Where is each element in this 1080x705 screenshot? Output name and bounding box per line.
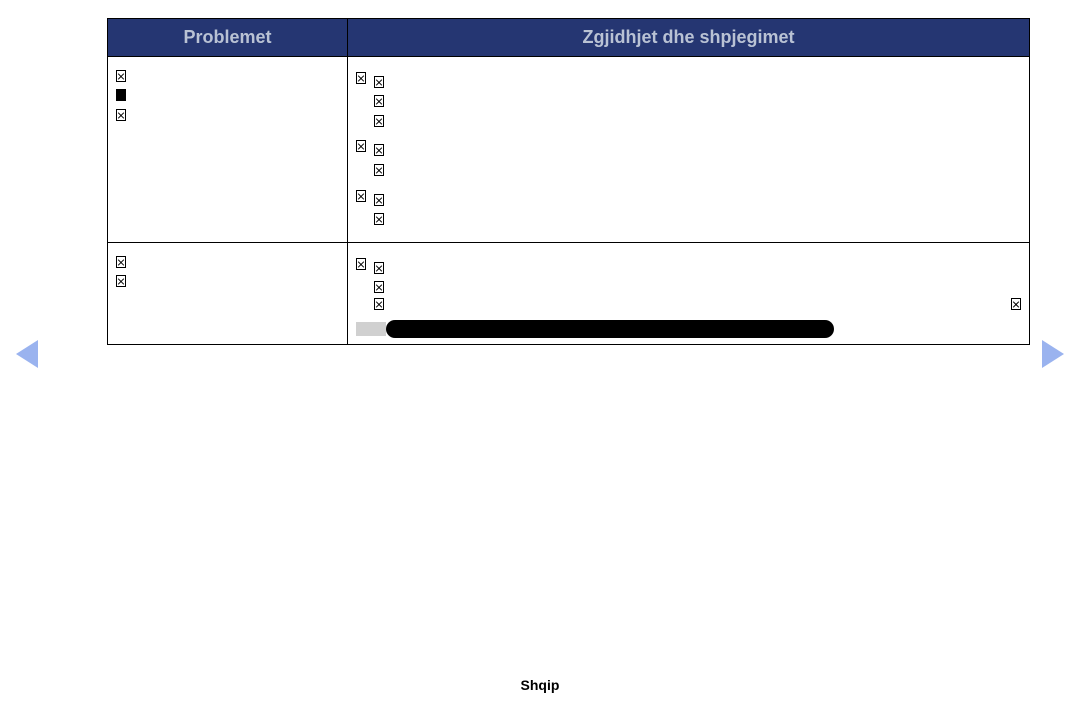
problem-cell [108, 243, 348, 345]
solution-cell [348, 57, 1030, 243]
redaction-bar [356, 320, 1021, 338]
table-row [108, 57, 1030, 243]
placeholder-glyph [1011, 298, 1021, 310]
footer-language: Shqip [0, 677, 1080, 693]
placeholder-glyph [116, 256, 126, 268]
table-row [108, 243, 1030, 345]
placeholder-glyph [116, 89, 126, 101]
solution-cell [348, 243, 1030, 345]
placeholder-glyph [116, 109, 126, 121]
placeholder-glyph [116, 70, 126, 82]
placeholder-glyph [356, 190, 366, 202]
placeholder-glyph [374, 213, 384, 225]
placeholder-glyph [374, 115, 384, 127]
placeholder-glyph [374, 76, 384, 88]
troubleshooting-table: Problemet Zgjidhjet dhe shpjegimet [107, 18, 1029, 345]
next-page-button[interactable] [1042, 340, 1064, 368]
placeholder-glyph [374, 281, 384, 293]
placeholder-glyph [374, 144, 384, 156]
header-problems: Problemet [108, 19, 348, 57]
problem-cell [108, 57, 348, 243]
placeholder-glyph [374, 164, 384, 176]
placeholder-glyph [374, 262, 384, 274]
placeholder-glyph [374, 298, 384, 310]
header-solutions: Zgjidhjet dhe shpjegimet [348, 19, 1030, 57]
placeholder-glyph [374, 194, 384, 206]
placeholder-glyph [356, 140, 366, 152]
chevron-right-icon [1042, 340, 1064, 368]
prev-page-button[interactable] [16, 340, 38, 368]
placeholder-glyph [356, 258, 366, 270]
redaction-light-segment [356, 322, 386, 336]
placeholder-glyph [116, 275, 126, 287]
redaction-dark-pill [386, 320, 834, 338]
placeholder-glyph [374, 95, 384, 107]
placeholder-glyph [356, 72, 366, 84]
chevron-left-icon [16, 340, 38, 368]
